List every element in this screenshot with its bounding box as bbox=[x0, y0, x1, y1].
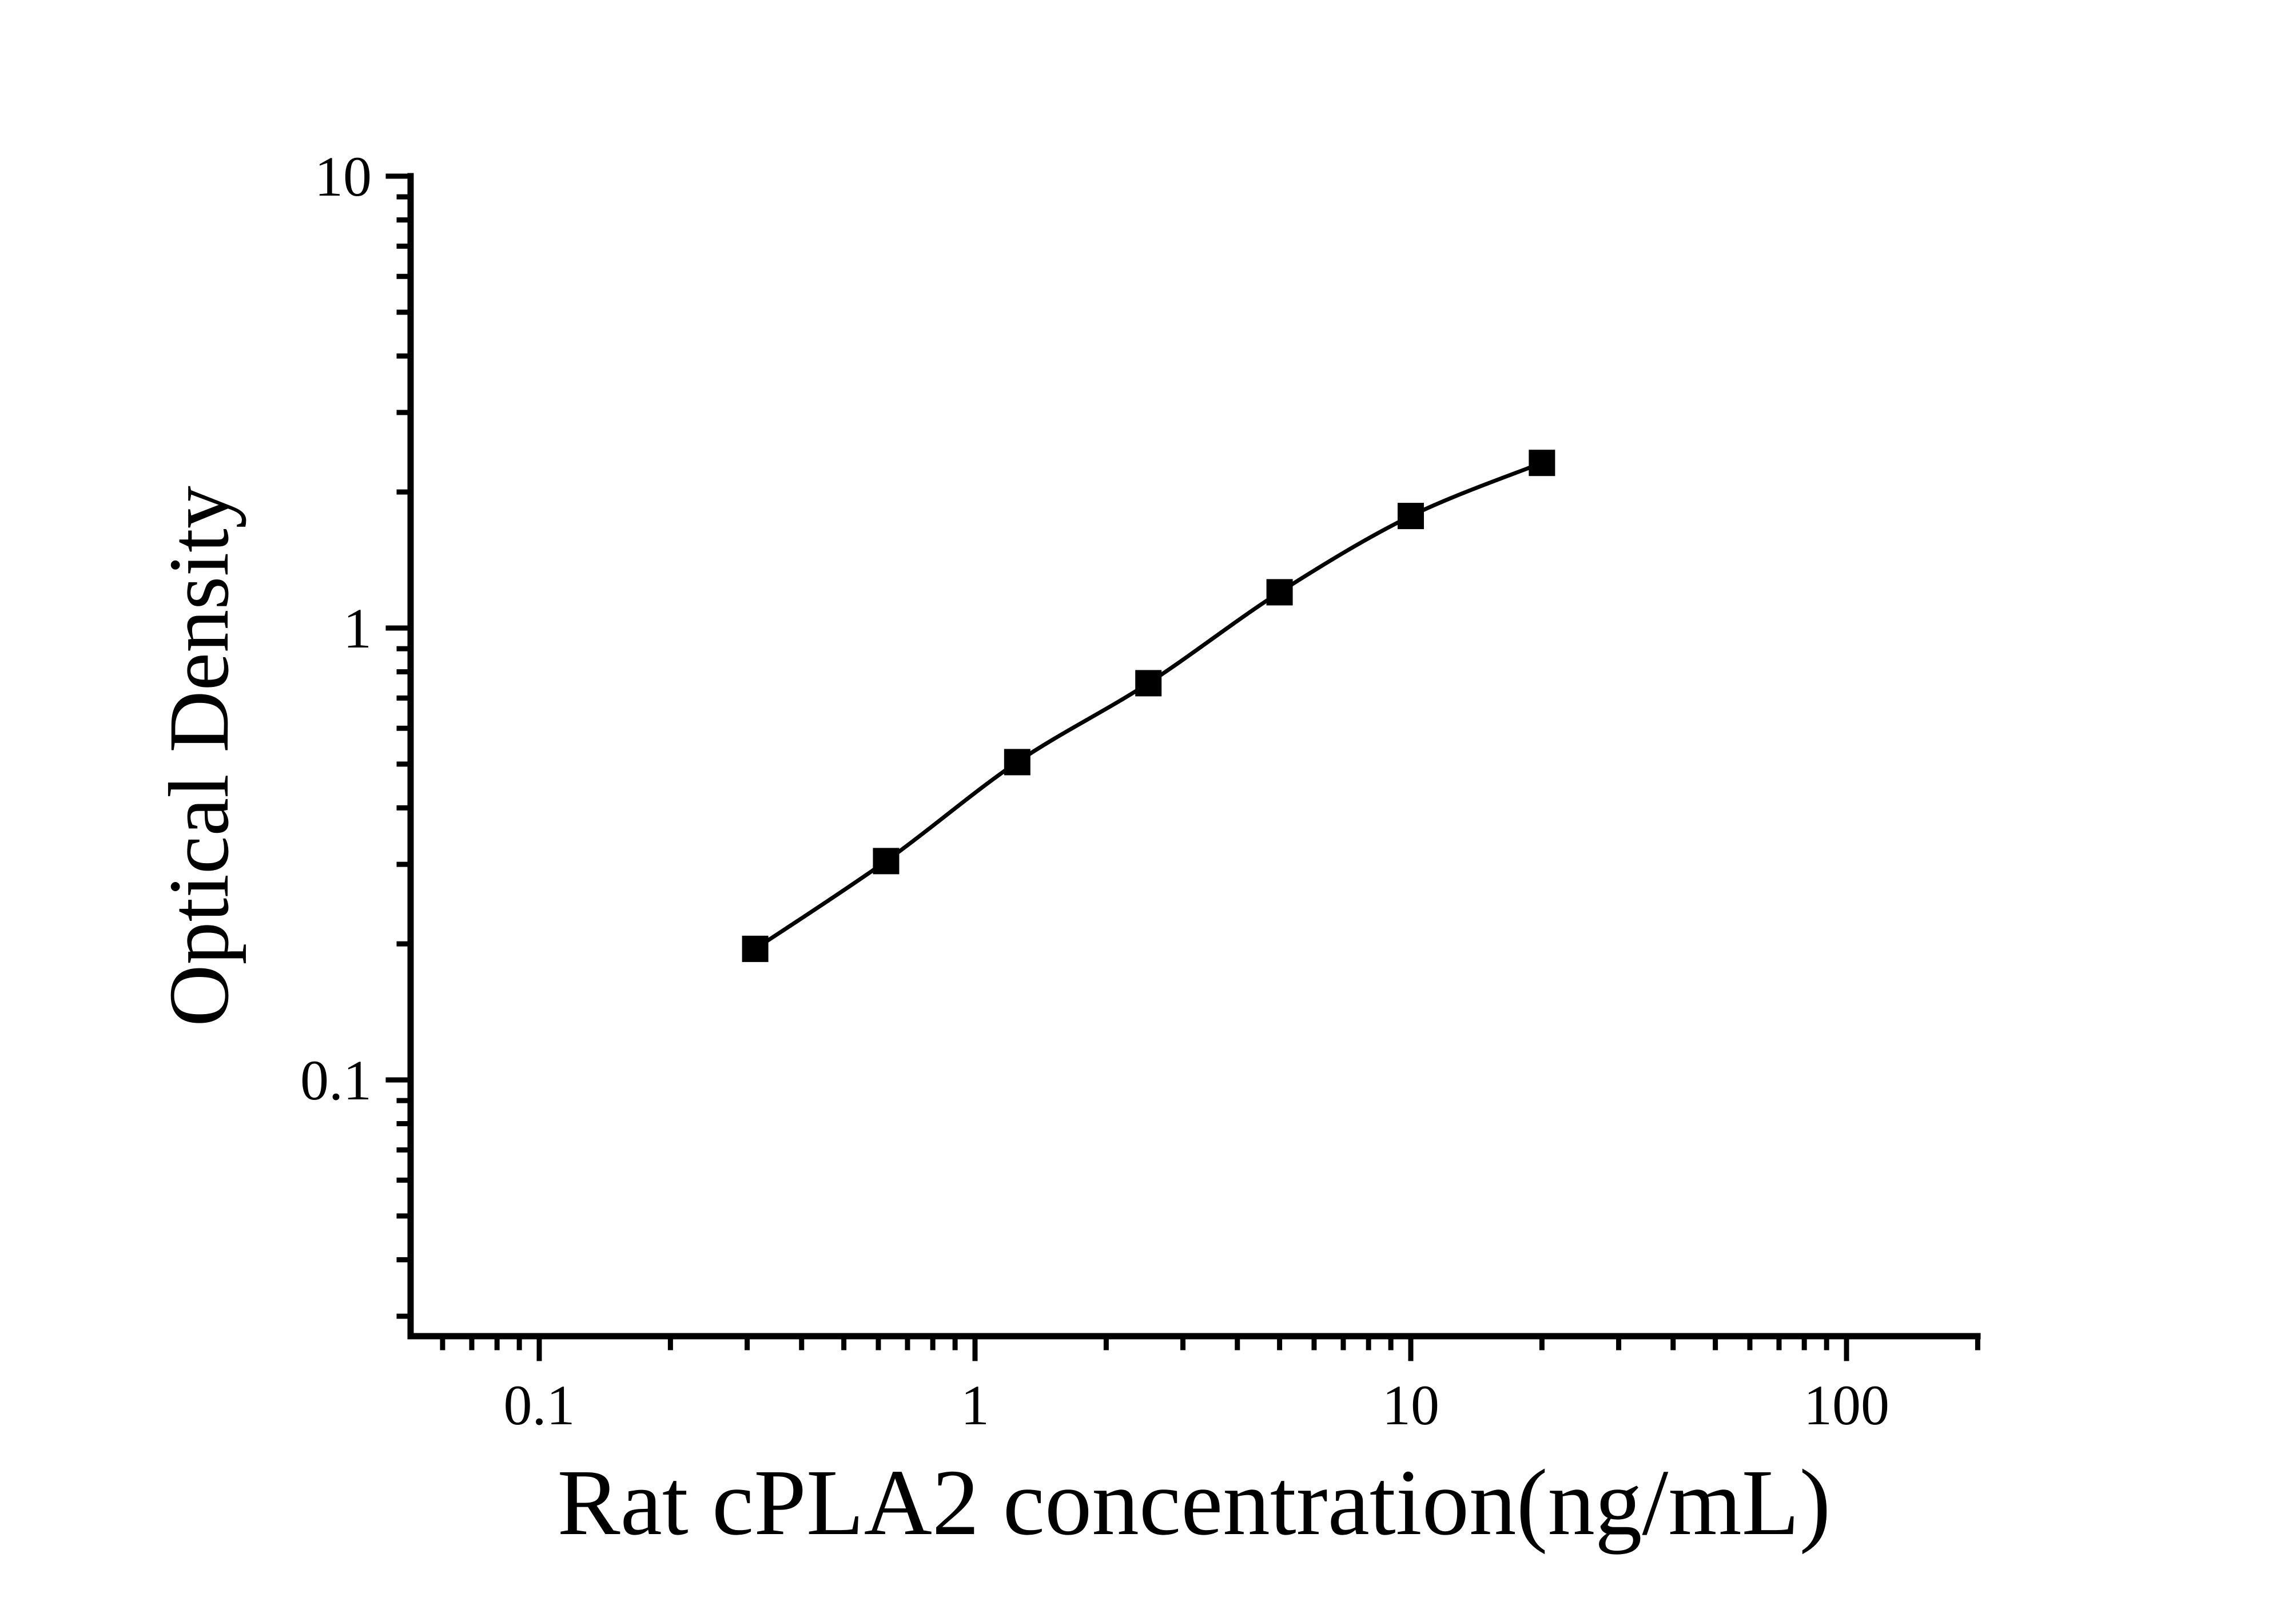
axis-lines bbox=[407, 173, 1981, 1340]
data-point-marker bbox=[1004, 749, 1030, 776]
y-axis-ticks bbox=[385, 173, 408, 1319]
x-tick-label: 100 bbox=[1804, 1373, 1889, 1437]
x-tick-label: 10 bbox=[1382, 1373, 1439, 1437]
x-axis-tick-labels: 0.1 1 10 100 bbox=[504, 1373, 1890, 1437]
fitted-curve-path bbox=[754, 461, 1543, 951]
y-tick-label: 0.1 bbox=[300, 1048, 372, 1112]
x-tick-label: 1 bbox=[961, 1373, 989, 1437]
x-axis-ticks bbox=[440, 1339, 1980, 1361]
data-point-markers bbox=[742, 450, 1555, 962]
y-tick-label: 1 bbox=[343, 597, 372, 660]
data-point-marker bbox=[1266, 579, 1293, 606]
standard-curve-line bbox=[754, 461, 1543, 951]
data-point-marker bbox=[873, 848, 900, 875]
data-point-marker bbox=[742, 935, 769, 962]
y-axis-title: Optical Density bbox=[152, 486, 246, 1027]
data-point-marker bbox=[1135, 670, 1162, 697]
data-point-marker bbox=[1529, 450, 1555, 476]
y-tick-label: 10 bbox=[315, 145, 372, 208]
data-point-marker bbox=[1398, 503, 1424, 530]
x-axis-title: Rat cPLA2 concentration(ng/mL) bbox=[558, 1450, 1831, 1555]
y-axis-tick-labels: 10 1 0.1 bbox=[300, 145, 372, 1112]
x-tick-label: 0.1 bbox=[504, 1373, 575, 1437]
